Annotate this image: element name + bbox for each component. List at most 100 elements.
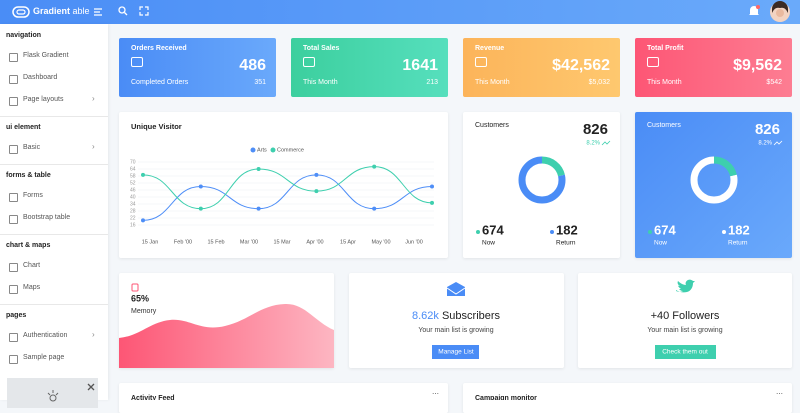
- separator: [0, 164, 108, 165]
- legend-label: Arts: [257, 147, 267, 153]
- stat-card: Revenue $42,562 This Month $5,032: [463, 38, 620, 97]
- section-title: forms & table: [6, 172, 51, 179]
- nav-label: Forms: [23, 192, 43, 199]
- return-label: Return: [728, 240, 748, 247]
- nav-item[interactable]: Chart: [0, 258, 108, 276]
- nav-icon: [9, 193, 18, 202]
- customers-change: 8.2%: [758, 141, 772, 147]
- button[interactable]: [655, 345, 716, 359]
- top-bar: Gradient able: [0, 0, 800, 24]
- nav-icon: [9, 355, 18, 364]
- nav-icon: [9, 75, 18, 84]
- x-tick-label: 15 Apr: [340, 239, 356, 245]
- stat-value: 1641: [402, 57, 438, 74]
- nav-label: Bootstrap table: [23, 214, 71, 221]
- followers-title: +40 Followers: [651, 310, 720, 322]
- mail-flap: [446, 287, 466, 295]
- nav-item[interactable]: Authentication ›: [0, 328, 108, 346]
- y-tick-label: 16: [130, 222, 136, 228]
- legend-label: Commerce: [277, 147, 304, 153]
- mail-icon: [447, 282, 465, 296]
- stat-icon: [475, 57, 487, 67]
- nav-item[interactable]: Page layouts ›: [0, 92, 108, 110]
- stat-title: Orders Received: [131, 45, 187, 52]
- y-tick-label: 70: [130, 159, 136, 165]
- nav-item[interactable]: Forms: [0, 188, 108, 206]
- trend-icon: [773, 140, 783, 146]
- customers-total: 826: [583, 121, 608, 138]
- nav-item[interactable]: Sample page: [0, 350, 108, 368]
- memory-label: Memory: [131, 308, 157, 315]
- bell-icon[interactable]: [747, 4, 761, 18]
- donut-segment: [518, 156, 566, 204]
- series-line: [142, 174, 433, 221]
- separator: [0, 234, 108, 235]
- card-title: Activity Feed: [131, 395, 175, 400]
- memory-value: 65%: [131, 293, 149, 303]
- stat-footer-value: $5,032: [588, 79, 610, 86]
- stat-footer-label: This Month: [475, 79, 510, 86]
- nav-item[interactable]: Flask Gradient: [0, 48, 108, 66]
- memory-icon: [131, 283, 139, 292]
- section-title: chart & maps: [6, 242, 51, 249]
- nav-label: Chart: [23, 262, 41, 269]
- customers-card: [463, 112, 620, 258]
- y-tick-label: 28: [130, 208, 136, 214]
- now-value: 674: [654, 222, 676, 237]
- nav-label: Dashboard: [23, 74, 58, 81]
- search-icon[interactable]: [118, 6, 128, 16]
- data-point: [430, 200, 434, 205]
- subscribers-label: Subscribers: [442, 310, 501, 322]
- stat-icon: [647, 57, 659, 67]
- fullscreen-icon[interactable]: [139, 6, 149, 16]
- close-icon[interactable]: [87, 383, 95, 391]
- avatar[interactable]: [769, 1, 791, 23]
- y-tick-label: 64: [130, 166, 136, 172]
- legend-dot: [648, 230, 652, 234]
- legend-dot: [550, 230, 554, 234]
- data-point: [141, 172, 145, 177]
- now-value: 674: [482, 222, 504, 237]
- donut-segment: [690, 156, 738, 204]
- button-label[interactable]: Check them out: [662, 349, 708, 356]
- customers-total: 826: [755, 121, 780, 138]
- data-point: [372, 164, 377, 169]
- stat-card: Orders Received 486 Completed Orders 351: [119, 38, 276, 97]
- nav-item[interactable]: Basic ›: [0, 140, 108, 158]
- nav-item[interactable]: Bootstrap table: [0, 210, 108, 228]
- button[interactable]: [432, 345, 479, 359]
- legend-dot: [476, 230, 480, 234]
- nav-item[interactable]: Maps: [0, 280, 108, 298]
- section-title: ui element: [6, 124, 41, 131]
- x-tick-label: 15 Mar: [273, 239, 290, 245]
- stat-title: Total Profit: [647, 45, 684, 52]
- y-tick-label: 40: [130, 194, 136, 200]
- data-point: [430, 184, 434, 189]
- subscribers-heading: 8.62k Subscribers: [412, 310, 501, 322]
- nav-label: Authentication: [23, 332, 68, 339]
- card-title: Campaign monitor: [475, 395, 537, 400]
- now-label: Now: [482, 240, 495, 247]
- chevron: ›: [92, 142, 95, 151]
- nav-item[interactable]: Dashboard: [0, 70, 108, 88]
- customers-title: Customers: [647, 122, 681, 129]
- nav-icon: [9, 53, 18, 62]
- customers-card-blue: [635, 112, 792, 258]
- followers-text: Your main list is growing: [647, 327, 722, 334]
- memory-area: [119, 303, 334, 368]
- x-tick-label: Apr '00: [306, 239, 323, 245]
- customers-change: 8.2%: [586, 141, 600, 147]
- nav-icon: [9, 215, 18, 224]
- stat-card: Total Sales 1641 This Month 213: [291, 38, 448, 97]
- menu-toggle[interactable]: [93, 7, 103, 17]
- button-label[interactable]: Manage List: [438, 349, 474, 356]
- brand-suffix: able: [72, 6, 90, 16]
- data-point: [256, 167, 261, 171]
- data-point: [198, 206, 203, 211]
- x-tick-label: 15 Jan: [142, 239, 159, 245]
- y-tick-label: 58: [130, 173, 136, 179]
- x-tick-label: 15 Feb: [207, 239, 224, 245]
- data-point: [141, 218, 145, 223]
- chevron: ›: [92, 330, 95, 339]
